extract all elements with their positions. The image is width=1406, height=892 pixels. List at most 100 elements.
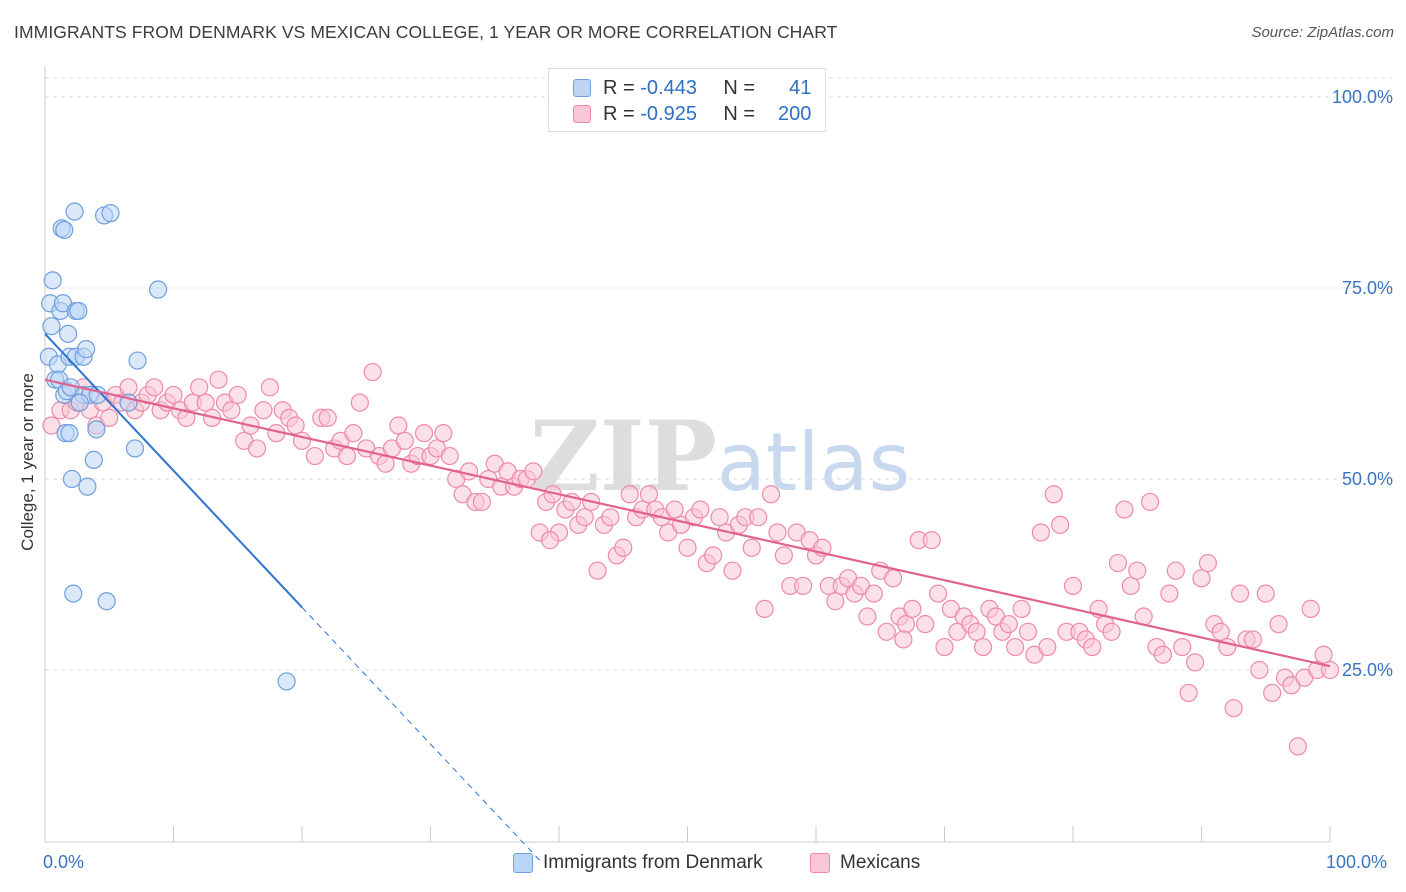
data-point (928, 584, 948, 603)
x-tick-max: 100.0% (1326, 852, 1388, 872)
data-point (1173, 637, 1192, 657)
data-point (691, 500, 710, 519)
data-point (254, 401, 273, 420)
stats-row-denmark: R = -0.443 N = 41 (573, 75, 811, 101)
data-point (440, 446, 459, 466)
data-point (973, 637, 993, 657)
legend-swatch-mexicans (810, 853, 830, 873)
data-point (260, 378, 279, 397)
data-point (858, 607, 877, 626)
data-point (967, 622, 986, 641)
data-point (209, 370, 228, 389)
trend-line-mexicans (44, 378, 1331, 668)
data-point (999, 615, 1018, 634)
data-point (1102, 622, 1121, 641)
data-point (1250, 660, 1269, 680)
data-point (190, 378, 209, 397)
data-point (42, 317, 61, 336)
data-point (64, 584, 83, 603)
data-point (101, 204, 120, 223)
data-point (414, 424, 434, 443)
data-point (177, 408, 196, 427)
data-point (60, 424, 79, 443)
stats-n-value: 41 (789, 76, 812, 99)
stats-n-label: N = (723, 76, 756, 99)
data-point (42, 416, 61, 435)
trend-line-denmark (44, 333, 303, 609)
data-point (196, 393, 215, 412)
stats-swatch-mexicans (573, 105, 591, 123)
data-point (62, 469, 82, 489)
data-point (877, 622, 896, 641)
data-point (70, 393, 89, 412)
stats-n-label: N = (723, 102, 756, 125)
data-point (1051, 515, 1070, 534)
data-point (1153, 645, 1173, 664)
data-point (903, 599, 922, 618)
stats-swatch-denmark (573, 79, 591, 97)
data-point (883, 569, 903, 588)
data-point (710, 508, 729, 527)
data-point (97, 592, 116, 611)
data-point (761, 485, 781, 504)
data-point (125, 439, 145, 458)
stats-r-value: -0.925 (640, 102, 697, 125)
data-point (100, 408, 119, 427)
data-point (1044, 485, 1063, 504)
y-axis-label: College, 1 year or more (18, 373, 37, 551)
data-point (77, 340, 96, 359)
data-point (128, 351, 147, 370)
data-point (639, 485, 659, 504)
legend-item-mexicans[interactable]: Mexicans (810, 852, 920, 874)
data-point (318, 408, 337, 427)
data-point (145, 378, 164, 397)
data-point (864, 584, 883, 603)
data-point (1140, 492, 1160, 512)
bottom-legend: Immigrants from Denmark Mexicans (0, 852, 1406, 876)
data-point (614, 538, 633, 557)
data-point (1192, 569, 1211, 588)
data-point (59, 324, 78, 343)
data-point (768, 523, 787, 542)
stats-n-value: 200 (778, 102, 812, 125)
mexicans-points (42, 362, 1340, 756)
data-point (1198, 553, 1218, 573)
axes (44, 66, 1331, 843)
data-point (1256, 584, 1275, 603)
data-point (87, 420, 106, 439)
data-point (1230, 584, 1250, 603)
legend-item-denmark[interactable]: Immigrants from Denmark (513, 852, 763, 874)
data-point (588, 561, 607, 580)
data-point (69, 301, 88, 321)
stats-r-label: R = (603, 76, 635, 99)
data-point (922, 531, 941, 550)
data-point (119, 378, 138, 397)
data-point (148, 280, 168, 299)
data-point (935, 637, 954, 657)
data-point (540, 531, 560, 550)
stats-r-label: R = (603, 102, 635, 125)
data-point (1314, 645, 1333, 664)
data-point (472, 492, 491, 512)
data-point (228, 385, 247, 405)
data-point (723, 561, 742, 580)
legend-label-mexicans: Mexicans (840, 852, 921, 873)
y-tick-label: 50.0% (1342, 469, 1393, 489)
data-point (1160, 584, 1179, 603)
data-point (1108, 553, 1128, 573)
data-point (1224, 699, 1243, 718)
data-point (434, 424, 453, 443)
data-point (1115, 500, 1134, 519)
stats-legend: R = -0.443 N = 41 R = -0.925 N = 200 (548, 68, 826, 132)
x-tick-min: 0.0% (43, 852, 85, 872)
data-point (78, 477, 97, 496)
data-point (305, 446, 324, 466)
data-point (678, 538, 697, 557)
data-point (337, 446, 357, 466)
data-point (84, 450, 103, 469)
data-point (277, 672, 296, 691)
data-point (1288, 737, 1307, 756)
data-point (247, 439, 267, 458)
chart-title: IMMIGRANTS FROM DENMARK VS MEXICAN COLLE… (14, 22, 838, 42)
